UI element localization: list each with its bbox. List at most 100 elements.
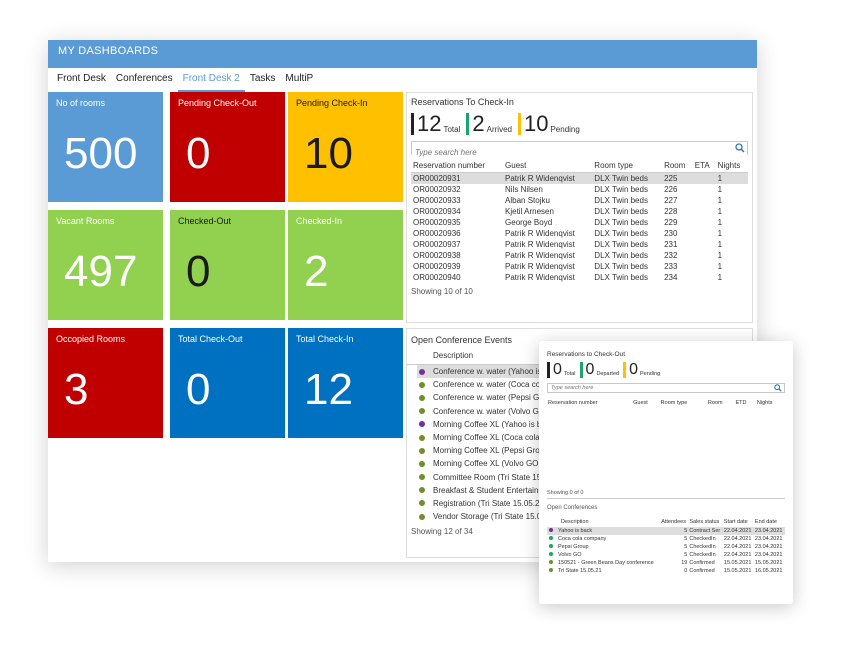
column-header[interactable]: Room type xyxy=(592,159,663,173)
table-cell: Nils Nilsen xyxy=(505,185,543,194)
list-item[interactable]: Vendor Storage (Tri State 15.05 xyxy=(417,510,748,523)
column-header[interactable]: Reservation number xyxy=(548,400,598,406)
kpi-label: Total Check-In xyxy=(296,334,354,344)
tab-multip[interactable]: MultiP xyxy=(285,73,314,84)
table-cell: 15.05.2021 xyxy=(723,568,752,574)
kpi-label: Total Check-Out xyxy=(178,334,243,344)
column-header[interactable]: Reservation number xyxy=(411,159,504,173)
checkout-popup: Reservations to Check-Out 0 Total 0 Departe… xyxy=(539,341,793,604)
table-row[interactable]: OR00020934 Kjetil Arnesen DLX Twin beds 228… xyxy=(411,206,748,217)
table-cell: 23.04.2021 xyxy=(753,527,785,535)
table-row[interactable]: OR00020935 George Boyd DLX Twin beds 229 1 xyxy=(411,217,748,228)
kpi-label: Pending Check-Out xyxy=(178,98,257,108)
table-cell: 15.05.2021 xyxy=(723,560,752,566)
column-header[interactable]: Sales status xyxy=(689,519,720,525)
table-row[interactable]: Volvo GO 5 CheckedIn 22.04.2021 23.04.2021 xyxy=(547,551,785,559)
table-cell: CheckedIn xyxy=(689,552,716,558)
table-cell: Volvo GO xyxy=(547,551,660,559)
table-cell: Patrik R Widenqvist xyxy=(505,229,575,238)
column-header[interactable]: Start date xyxy=(723,519,748,525)
column-header[interactable]: Guest xyxy=(633,400,648,406)
list-item[interactable]: Morning Coffee XL (Coca cola c xyxy=(417,431,748,444)
list-item[interactable]: Breakfast & Student Entertainm xyxy=(417,484,748,497)
stat-label: Pending xyxy=(550,125,580,134)
column-header[interactable]: Room xyxy=(707,400,723,406)
status-dot-icon xyxy=(419,408,425,415)
column-header[interactable]: End date xyxy=(754,519,777,525)
conference-description: Yahoo is back xyxy=(558,528,593,534)
column-header[interactable]: ETD xyxy=(735,400,747,406)
column-header[interactable]: Guest xyxy=(503,159,593,173)
table-row[interactable]: OR00020932 Nils Nilsen DLX Twin beds 226 1 xyxy=(411,184,748,195)
list-item[interactable]: Conference w. water (Coca cola xyxy=(417,378,748,391)
kpi-tile: Pending Check-In 10 xyxy=(288,92,403,202)
list-item[interactable]: Morning Coffee XL (Pepsi Grou xyxy=(417,444,748,457)
table-cell: 15.05.2021 xyxy=(754,560,783,566)
column-header[interactable]: Attendees xyxy=(661,519,686,525)
list-item[interactable]: Morning Coffee XL (Yahoo is ba xyxy=(417,418,748,431)
stat-value: 0 xyxy=(585,361,595,378)
stat-pending: 10 Pending xyxy=(517,113,580,135)
table-cell: 16.05.2021 xyxy=(754,568,783,574)
table-cell: George Boyd xyxy=(505,218,553,227)
table-row[interactable]: OR00020931 Patrik R Widenqvist DLX Twin be… xyxy=(411,172,748,184)
kpi-value: 12 xyxy=(304,365,353,414)
kpi-tile: Occopied Rooms 3 xyxy=(48,328,163,438)
table-row[interactable]: OR00020936 Patrik R Widenqvist DLX Twin be… xyxy=(411,228,748,239)
stat-departed: 0 Departed xyxy=(579,361,620,378)
table-cell xyxy=(693,261,716,272)
kpi-value: 0 xyxy=(186,365,211,414)
table-cell xyxy=(692,172,716,184)
tab-front-desk[interactable]: Front Desk xyxy=(57,73,106,84)
table-row[interactable]: OR00020933 Alban Stojku DLX Twin beds 227 1 xyxy=(411,195,748,206)
list-item[interactable]: Committee Room (Tri State 15.0 xyxy=(417,471,748,484)
column-header[interactable]: Nights xyxy=(756,400,773,406)
event-description: Committee Room (Tri State 15.0 xyxy=(433,472,548,482)
stat-total: 0 Total xyxy=(547,362,576,378)
table-row[interactable]: OR00020938 Patrik R Widenqvist DLX Twin be… xyxy=(411,250,748,261)
status-dot-icon xyxy=(419,434,425,441)
column-header[interactable]: Room xyxy=(662,159,693,173)
table-cell: 5 xyxy=(684,552,688,558)
list-item[interactable]: Registration (Tri State 15.05.21 xyxy=(417,497,748,510)
table-cell: Patrik R Widenqvist xyxy=(505,240,575,249)
table-cell: 23.04.2021 xyxy=(754,552,783,558)
tab-front-desk-2[interactable]: Front Desk 2 xyxy=(177,72,245,92)
list-item[interactable]: Conference w. water (Volvo GO xyxy=(417,405,748,418)
table-cell: OR00020940 xyxy=(413,273,461,282)
table-row[interactable]: OR00020940 Patrik R Widenqvist DLX Twin be… xyxy=(411,272,748,283)
table-cell: 22.04.2021 xyxy=(723,544,752,550)
checkin-search-input[interactable] xyxy=(412,146,747,159)
kpi-tile: Vacant Rooms 497 xyxy=(48,210,163,320)
search-icon[interactable] xyxy=(735,143,745,153)
table-row[interactable]: 150521 - Green Beans Day conference 19 Con… xyxy=(547,559,785,567)
event-description: Morning Coffee XL (Pepsi Grou xyxy=(433,446,545,456)
table-row[interactable]: OR00020939 Patrik R Widenqvist DLX Twin be… xyxy=(411,261,748,272)
table-row[interactable]: Coca cola company 5 CheckedIn 22.04.2021 23.… xyxy=(547,535,785,543)
tab-conferences[interactable]: Conferences xyxy=(115,73,173,84)
table-cell: OR00020933 xyxy=(413,196,461,205)
search-icon[interactable] xyxy=(774,384,782,392)
table-cell: Confirmed xyxy=(689,568,715,574)
table-row[interactable]: Tri State 15.05.21 0 Confirmed 15.05.2021 16… xyxy=(547,567,785,575)
table-cell: 22.04.2021 xyxy=(723,536,752,542)
column-header[interactable]: Description xyxy=(561,519,589,525)
table-cell: DLX Twin beds xyxy=(594,196,648,205)
list-item[interactable]: Morning Coffee XL (Volvo GO ) xyxy=(417,457,748,470)
tab-tasks[interactable]: Tasks xyxy=(249,73,276,84)
table-cell: 225 xyxy=(662,172,693,184)
table-cell: Patrik R Widenqvist xyxy=(505,262,575,271)
column-header[interactable]: ETA xyxy=(692,159,716,173)
popup-search[interactable] xyxy=(547,383,785,393)
table-row[interactable]: Yahoo is back 5 Contract Ser 22.04.2021 23.0… xyxy=(547,527,785,535)
kpi-tile: Total Check-In 12 xyxy=(288,328,403,438)
table-row[interactable]: Pepsi Group 5 CheckedIn 22.04.2021 23.04.202… xyxy=(547,543,785,551)
popup-search-input[interactable] xyxy=(548,384,784,392)
stat-label: Departed xyxy=(596,371,620,377)
column-header[interactable]: Nights xyxy=(715,159,748,173)
column-header[interactable]: Room type xyxy=(660,400,688,406)
table-row[interactable]: OR00020937 Patrik R Widenqvist DLX Twin be… xyxy=(411,239,748,250)
checkin-search[interactable] xyxy=(411,141,748,159)
table-cell: 228 xyxy=(664,207,678,216)
list-item[interactable]: Conference w. water (Pepsi Gr xyxy=(417,391,748,404)
